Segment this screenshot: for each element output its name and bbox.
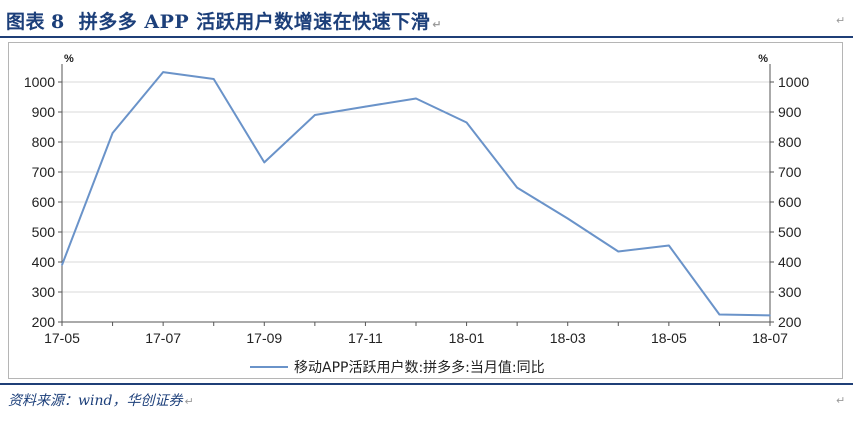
y-tick-label-left: 1000 — [24, 74, 55, 90]
y-tick-label-left: 900 — [32, 104, 56, 120]
y-tick-label-right: 600 — [778, 194, 802, 210]
paragraph-mark: ↵ — [836, 14, 846, 27]
x-tick-label: 18-03 — [550, 330, 586, 346]
data-point — [162, 71, 164, 73]
x-tick-label: 17-07 — [145, 330, 181, 346]
data-point — [263, 161, 266, 164]
y-tick-label-right: 1000 — [778, 74, 809, 90]
figure-label: 图表 — [6, 11, 46, 33]
data-point — [364, 105, 367, 108]
data-point — [769, 314, 771, 317]
x-tick-label: 17-09 — [246, 330, 282, 346]
x-tick-label: 18-07 — [752, 330, 788, 346]
figure-number: 8 — [51, 11, 65, 33]
paragraph-mark: ↵ — [432, 18, 443, 31]
data-point — [516, 186, 518, 189]
data-point — [111, 132, 114, 134]
data-point — [668, 244, 670, 247]
chart-frame — [8, 42, 843, 379]
paragraph-mark: ↵ — [836, 394, 846, 407]
y-tick-label-right: 500 — [778, 224, 802, 240]
data-point — [718, 313, 721, 316]
y-tick-label-right: 400 — [778, 254, 802, 270]
y-tick-label-left: 200 — [32, 314, 56, 330]
y-axis-unit-left: % — [64, 53, 74, 65]
x-tick-label: 18-05 — [651, 330, 687, 346]
y-tick-label-right: 200 — [778, 314, 802, 330]
y-tick-label-right: 300 — [778, 284, 802, 300]
data-point — [415, 97, 417, 100]
y-tick-label-left: 700 — [32, 164, 56, 180]
y-tick-label-right: 800 — [778, 134, 802, 150]
x-tick-label: 17-11 — [348, 330, 383, 346]
x-tick-label: 17-05 — [44, 330, 80, 346]
data-point — [314, 114, 316, 116]
x-tick-label: 18-01 — [449, 330, 485, 346]
y-tick-label-left: 600 — [32, 194, 56, 210]
title-rule — [0, 36, 853, 38]
y-tick-label-left: 300 — [32, 284, 56, 300]
series-line — [61, 71, 771, 317]
y-axis-unit-right: % — [758, 53, 768, 65]
data-point — [212, 78, 215, 80]
legend-label: 移动APP活跃用户数:拼多多:当月值:同比 — [294, 359, 545, 376]
paragraph-mark: ↵ — [184, 395, 194, 408]
y-tick-label-left: 800 — [32, 134, 56, 150]
figure-title: 图表 8 拼多多 APP 活跃用户数增速在快速下滑 ↵ — [6, 7, 442, 34]
data-point — [566, 217, 569, 220]
data-point — [617, 250, 620, 253]
y-tick-label-left: 400 — [32, 254, 56, 270]
data-point — [465, 121, 468, 124]
source-note: 资料来源：wind，华创证券 ↵ — [8, 393, 194, 409]
source-rule — [0, 383, 853, 385]
y-tick-label-left: 500 — [32, 224, 56, 240]
figure-title-text: 拼多多 APP 活跃用户数增速在快速下滑 — [78, 11, 431, 33]
y-tick-label-right: 900 — [778, 104, 802, 120]
data-point — [61, 264, 63, 266]
y-tick-label-right: 700 — [778, 164, 802, 180]
